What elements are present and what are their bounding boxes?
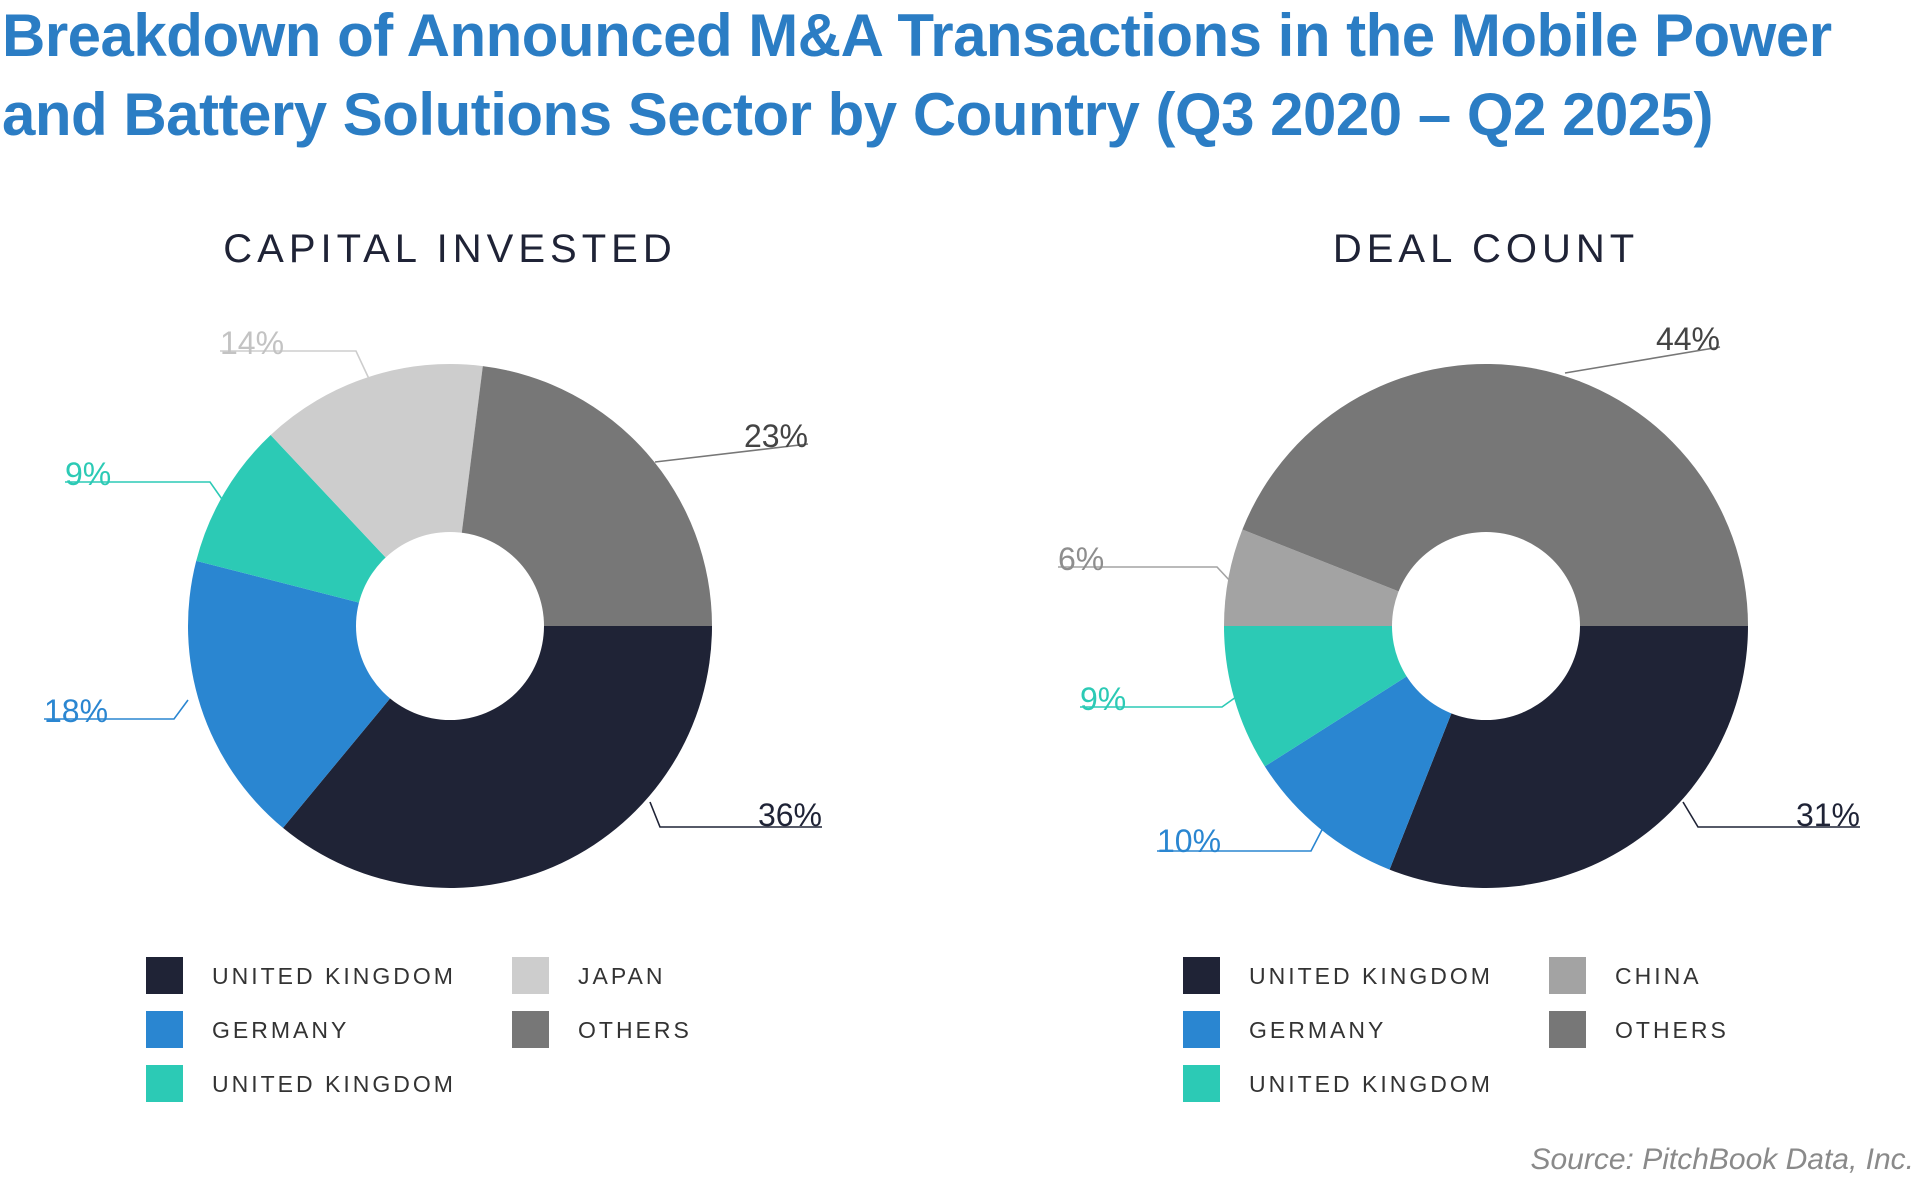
legend-swatch-united-kingdom-0 (1183, 957, 1220, 994)
legend-label-japan-3: JAPAN (578, 963, 665, 989)
legend-swatch-united-kingdom-0 (146, 957, 183, 994)
value-label-germany-1: 18% (44, 693, 108, 729)
capital-invested-title: CAPITAL INVESTED (223, 227, 676, 271)
slice-others-4 (1242, 364, 1748, 626)
leader-line-0 (1682, 801, 1860, 828)
page-title-line-1: Breakdown of Announced M&A Transactions … (2, 2, 1832, 69)
legend-label-united-kingdom-0: UNITED KINGDOM (212, 963, 456, 989)
legend-swatch-germany-1 (1183, 1011, 1220, 1048)
value-label-others-4: 44% (1656, 321, 1720, 357)
donut-hole (356, 532, 544, 720)
slice-united-kingdom-0 (282, 626, 712, 888)
value-label-germany-1: 10% (1157, 823, 1221, 859)
value-label-united-kingdom-2: 9% (65, 456, 111, 492)
source-note: Source: PitchBook Data, Inc. (1530, 1143, 1914, 1176)
leader-line-0 (649, 801, 822, 828)
legend-swatch-germany-1 (146, 1011, 183, 1048)
leader-line-1 (1157, 823, 1326, 852)
legend-swatch-japan-3 (512, 957, 549, 994)
leader-line-4 (654, 443, 809, 463)
donut-hole (1392, 532, 1580, 720)
value-label-united-kingdom-2: 9% (1080, 681, 1126, 717)
legend-swatch-united-kingdom-2 (146, 1065, 183, 1102)
deal-count-chart: DEAL COUNT 31% 10% 9% 6% 44% UNITED KINGDOM CHI… (1058, 227, 1860, 1102)
legend-swatch-china-3 (1549, 957, 1586, 994)
value-label-others-4: 23% (744, 418, 808, 454)
leader-line-4 (1564, 346, 1721, 374)
legend-label-others-4: OTHERS (1615, 1017, 1729, 1043)
value-label-china-3: 6% (1058, 541, 1104, 577)
page-title-line-2: and Battery Solutions Sector by Country … (2, 81, 1714, 148)
legend-label-germany-1: GERMANY (212, 1017, 349, 1043)
deal-count-title: DEAL COUNT (1333, 227, 1639, 271)
legend-label-others-4: OTHERS (578, 1017, 692, 1043)
leader-line-2 (65, 481, 225, 503)
leader-line-3 (1058, 566, 1232, 583)
legend-label-united-kingdom-2: UNITED KINGDOM (212, 1071, 456, 1097)
value-label-united-kingdom-0: 36% (758, 797, 822, 833)
legend-label-germany-1: GERMANY (1249, 1017, 1386, 1043)
legend-label-united-kingdom-2: UNITED KINGDOM (1249, 1071, 1493, 1097)
leader-line-2 (1080, 696, 1237, 708)
leader-line-1 (44, 699, 189, 720)
legend-swatch-united-kingdom-2 (1183, 1065, 1220, 1102)
page-title: Breakdown of Announced M&A Transactions … (2, 0, 1902, 154)
value-label-united-kingdom-0: 31% (1796, 797, 1860, 833)
leader-line-3 (220, 350, 371, 382)
legend-swatch-others-4 (512, 1011, 549, 1048)
legend-label-china-3: CHINA (1615, 963, 1702, 989)
legend-swatch-others-4 (1549, 1011, 1586, 1048)
legend-label-united-kingdom-0: UNITED KINGDOM (1249, 963, 1493, 989)
capital-invested-chart: CAPITAL INVESTED 36% 18% 9% 14% 23% UNITED KIN… (44, 227, 822, 1102)
value-label-japan-3: 14% (220, 325, 284, 361)
